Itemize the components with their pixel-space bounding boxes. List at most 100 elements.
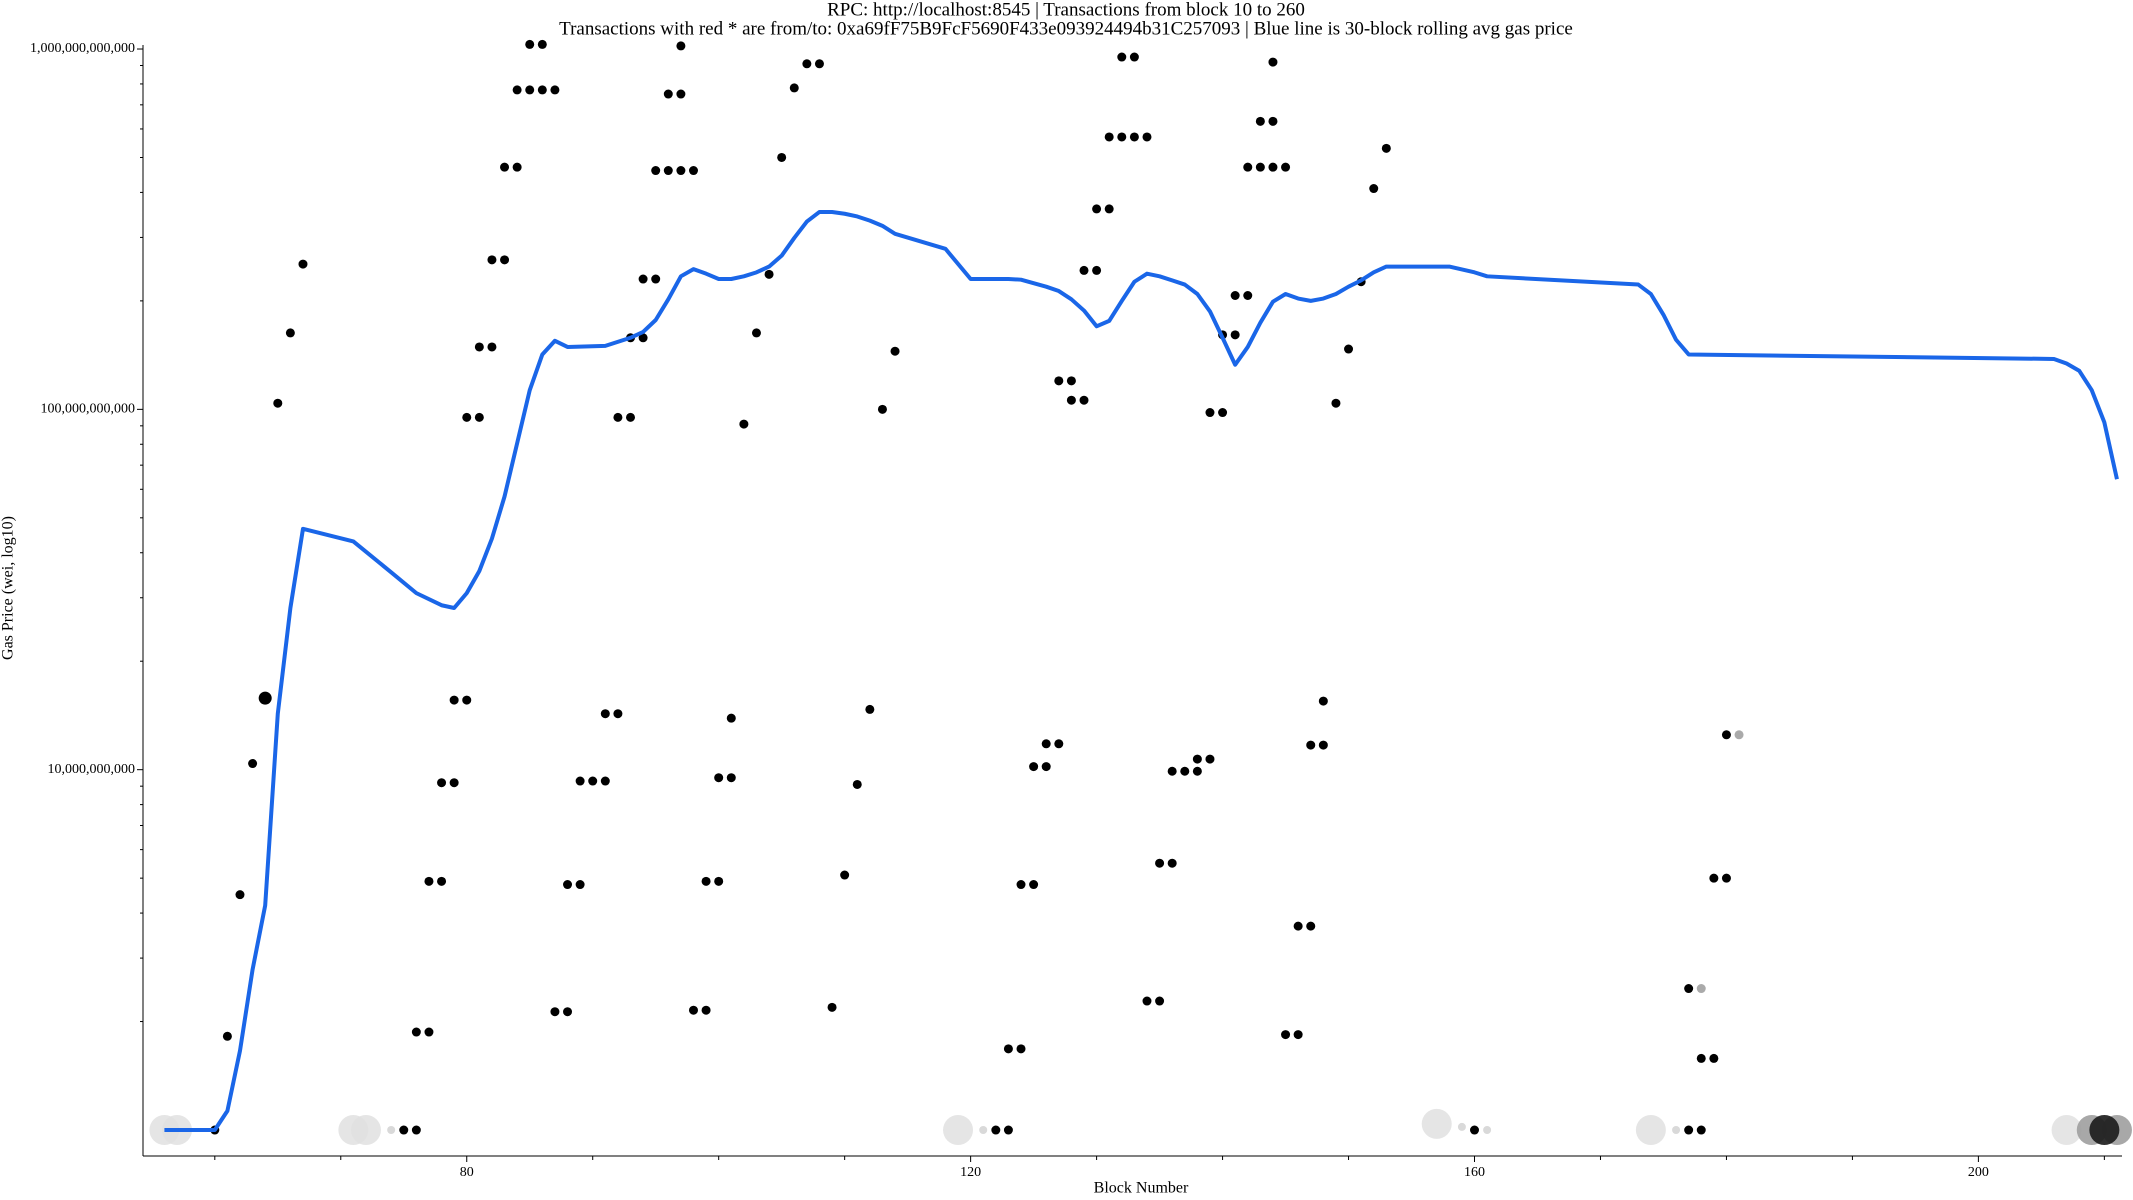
data-point (1734, 730, 1744, 740)
data-point (1243, 162, 1253, 172)
data-point (1003, 1125, 1013, 1135)
data-point (437, 778, 447, 788)
data-point (285, 328, 295, 338)
data-point (1457, 1122, 1466, 1131)
data-point (688, 1005, 698, 1015)
data-point (1344, 344, 1354, 354)
data-point (1066, 376, 1076, 386)
data-point (688, 166, 698, 176)
data-point (1092, 265, 1102, 275)
x-axis-label: Block Number (1094, 1180, 1189, 1197)
rolling-avg-line (164, 209, 2119, 1133)
data-point (273, 398, 283, 408)
data-point (1255, 162, 1265, 172)
x-tick-label: 160 (1464, 1165, 1485, 1180)
data-point (827, 1002, 837, 1012)
data-point (1684, 984, 1694, 994)
data-point (1293, 921, 1303, 931)
data-point (487, 342, 497, 352)
data-point (1369, 184, 1379, 194)
data-point (588, 776, 598, 786)
data-point (1129, 132, 1139, 142)
data-point (789, 83, 799, 93)
data-point (1167, 766, 1177, 776)
x-tick-label: 80 (460, 1165, 474, 1180)
data-point (1142, 996, 1152, 1006)
data-point (651, 166, 661, 176)
data-point (1016, 1044, 1026, 1054)
data-point (1205, 754, 1215, 764)
y-tick-label: 1,000,000,000,000 (30, 41, 135, 56)
data-point (943, 1115, 974, 1146)
data-point (575, 880, 585, 890)
data-point (1230, 290, 1240, 300)
data-point (1016, 880, 1026, 890)
data-point (462, 695, 472, 705)
data-point (1684, 1125, 1694, 1135)
data-point (387, 1126, 396, 1135)
data-point (1331, 398, 1341, 408)
data-point (714, 773, 724, 783)
data-point (1167, 858, 1177, 868)
data-point (1672, 1126, 1681, 1135)
data-point (449, 695, 459, 705)
data-point (638, 333, 648, 343)
data-point (1696, 1125, 1706, 1135)
data-point (500, 162, 510, 172)
data-point (1041, 762, 1051, 772)
data-point (1155, 996, 1165, 1006)
data-point (663, 166, 673, 176)
plot-area: 10,000,000,000 100,000,000,000 1,000,000,0… (30, 39, 2132, 1180)
data-point (1721, 730, 1731, 740)
data-point (1104, 132, 1114, 142)
data-point (701, 876, 711, 886)
data-point (739, 419, 749, 429)
data-point (550, 1007, 560, 1017)
data-point (764, 269, 774, 279)
data-point (2089, 1115, 2120, 1146)
data-point (676, 41, 686, 51)
data-point (1218, 408, 1228, 418)
data-point (814, 59, 824, 69)
data-point (1117, 132, 1127, 142)
data-point (714, 876, 724, 886)
data-point (979, 1126, 988, 1135)
data-point (600, 709, 610, 719)
data-point (852, 779, 862, 789)
data-point (1142, 132, 1152, 142)
data-point (1054, 376, 1064, 386)
data-point (1129, 52, 1139, 62)
data-point (298, 259, 308, 269)
data-point (411, 1027, 421, 1037)
data-point (1192, 754, 1202, 764)
data-point (1696, 984, 1706, 994)
x-tick-label: 200 (1968, 1165, 1989, 1180)
data-point (1281, 162, 1291, 172)
data-point (1381, 143, 1391, 153)
data-point (777, 152, 787, 162)
data-point (1243, 290, 1253, 300)
chart-subtitle: Transactions with red * are from/to: 0xa… (559, 18, 1573, 39)
data-point (1054, 739, 1064, 749)
y-tick-label: 10,000,000,000 (48, 762, 136, 777)
data-point (411, 1125, 421, 1135)
data-point (1079, 395, 1089, 405)
data-point (1041, 739, 1051, 749)
data-point (512, 85, 522, 95)
data-point (1483, 1126, 1492, 1135)
data-point (600, 776, 610, 786)
data-point (1092, 204, 1102, 214)
data-point (1066, 395, 1076, 405)
data-point (1306, 740, 1316, 750)
data-point (1205, 408, 1215, 418)
data-point (1635, 1115, 1666, 1146)
data-point (1192, 766, 1202, 776)
data-point (424, 876, 434, 886)
data-point (1293, 1030, 1303, 1040)
data-point (1268, 116, 1278, 126)
chart-title: RPC: http://localhost:8545 | Transaction… (827, 0, 1305, 20)
data-point (399, 1125, 409, 1135)
data-point (726, 713, 736, 723)
data-point (1281, 1030, 1291, 1040)
